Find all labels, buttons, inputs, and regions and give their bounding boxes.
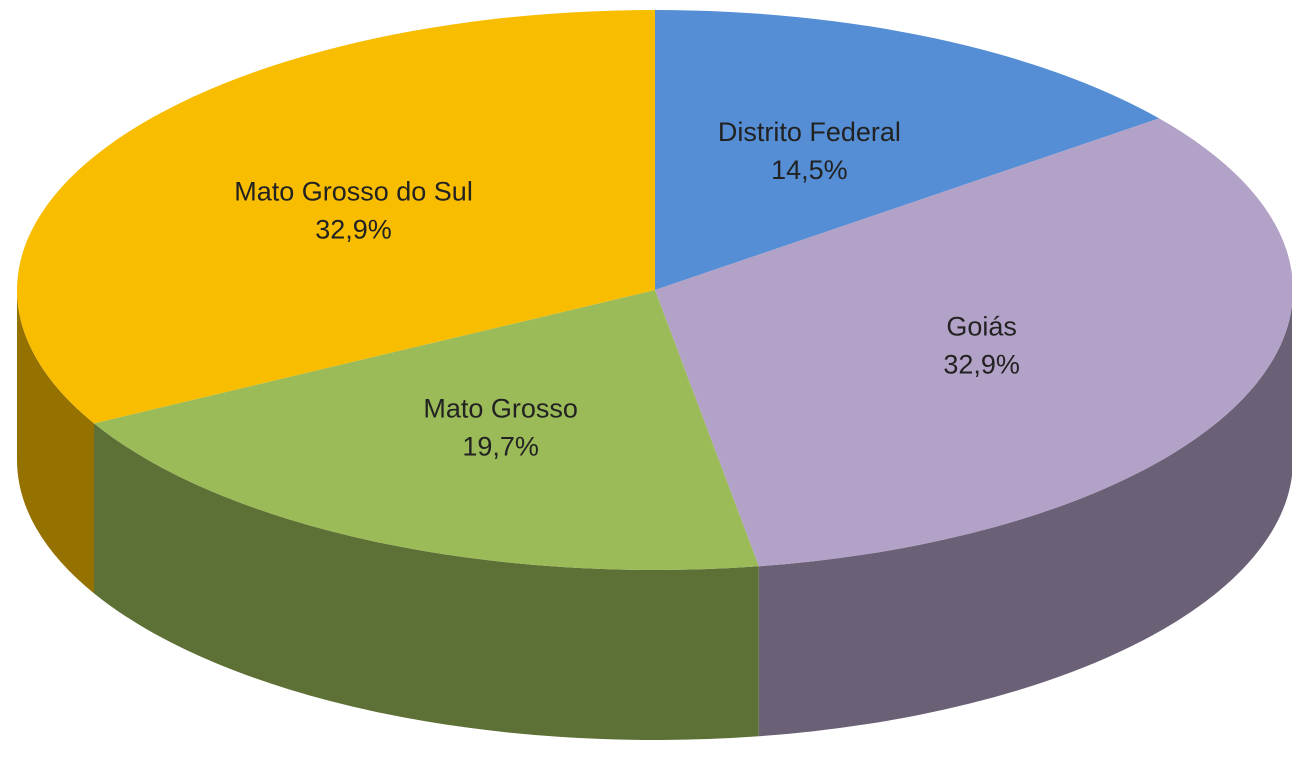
- slice-label: Mato Grosso do Sul: [234, 176, 473, 206]
- value-label: 32,9%: [943, 349, 1020, 379]
- slice-side: [17, 290, 94, 594]
- value-label: 19,7%: [462, 431, 539, 461]
- slice-side: [93, 423, 759, 740]
- slice: [93, 290, 759, 570]
- slice: [16, 10, 655, 424]
- slice-label: Goiás: [946, 311, 1017, 341]
- slice: [655, 10, 1160, 290]
- slice: [655, 118, 1292, 567]
- slice-side: [758, 305, 1292, 737]
- slice-label: Distrito Federal: [718, 117, 901, 147]
- slice-label: Mato Grosso: [423, 393, 578, 423]
- value-label: 14,5%: [771, 155, 848, 185]
- value-label: 32,9%: [315, 214, 392, 244]
